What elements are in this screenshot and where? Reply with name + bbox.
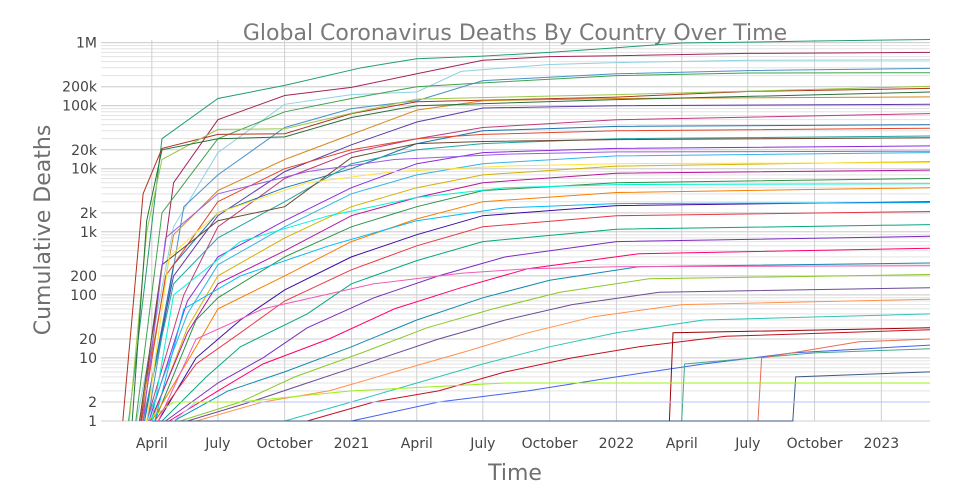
series-line-1	[128, 39, 931, 422]
series-line-19	[149, 169, 931, 422]
series-line-5	[135, 72, 931, 422]
series-line-8	[139, 96, 931, 422]
y-tick-label: 200k	[62, 80, 98, 96]
series-line-7	[128, 85, 931, 422]
series-line-35	[151, 348, 931, 422]
series-line-25	[165, 235, 931, 422]
x-tick-label: 2021	[334, 436, 370, 452]
y-tick-label: 1k	[80, 225, 98, 241]
series-line-23	[154, 211, 931, 422]
series-line-15	[139, 137, 931, 422]
y-tick-label: 100k	[62, 99, 98, 115]
series-line-27	[173, 262, 931, 422]
series-line-24	[161, 224, 931, 422]
x-tick-label: April	[136, 436, 168, 452]
series-line-11	[146, 113, 931, 422]
x-tick-label: October	[257, 436, 313, 452]
series-line-13	[141, 127, 931, 422]
series-line-18	[151, 161, 931, 422]
y-tick-label: 20	[79, 332, 97, 348]
series-line-40	[157, 265, 931, 422]
x-axis-title: Time	[487, 461, 542, 486]
series-line-37	[151, 371, 931, 422]
series-line-38	[173, 401, 930, 422]
series-line-32	[240, 329, 931, 422]
x-tick-label: October	[522, 436, 578, 452]
series-line-26	[168, 247, 931, 422]
y-tick-label: 1M	[76, 36, 97, 52]
y-tick-label: 1	[88, 414, 97, 430]
series-line-42	[146, 162, 931, 422]
x-axis-ticks: April July October 2021 April July October 2022…	[136, 436, 899, 452]
series-line-16	[148, 145, 931, 422]
y-tick-label: 100	[70, 288, 97, 304]
x-tick-label: April	[401, 436, 433, 452]
series-line-22	[157, 201, 931, 422]
series-lines	[122, 39, 931, 422]
series-line-4	[147, 67, 931, 422]
series-line-9	[142, 103, 931, 422]
series-line-34	[151, 327, 931, 422]
series-line-12	[144, 124, 931, 422]
series-line-6	[122, 87, 931, 422]
series-line-2	[140, 51, 931, 422]
x-tick-label: 2022	[599, 436, 635, 452]
x-tick-label: April	[666, 436, 698, 452]
x-tick-label: July	[734, 436, 760, 452]
x-tick-label: October	[787, 436, 843, 452]
y-tick-label: 200	[70, 269, 97, 285]
y-tick-label: 10k	[71, 162, 98, 178]
x-tick-label: 2023	[864, 436, 900, 452]
y-tick-label: 2	[88, 395, 97, 411]
series-line-10	[131, 91, 931, 422]
series-line-3	[136, 59, 931, 422]
series-line-44	[151, 183, 931, 422]
series-line-17	[146, 152, 931, 422]
series-line-20	[154, 178, 931, 422]
series-line-43	[142, 150, 931, 422]
series-line-30	[195, 298, 931, 422]
series-line-39	[146, 382, 930, 422]
series-line-21	[151, 187, 931, 422]
y-axis-title: Cumulative Deaths	[31, 125, 56, 336]
series-line-41	[154, 202, 931, 422]
y-tick-label: 20k	[71, 143, 98, 159]
y-tick-label: 10	[79, 351, 97, 367]
chart-title: Global Coronavirus Deaths By Country Ove…	[243, 21, 787, 46]
y-tick-label: 2k	[80, 206, 98, 222]
series-line-29	[187, 287, 931, 422]
x-tick-label: July	[204, 436, 230, 452]
series-line-31	[217, 313, 931, 422]
x-tick-label: July	[469, 436, 495, 452]
series-line-28	[179, 274, 931, 422]
y-axis-ticks: 1 2 10 20 100 200 1k 2k 10k 20k 100k 200k 1M	[62, 36, 98, 430]
